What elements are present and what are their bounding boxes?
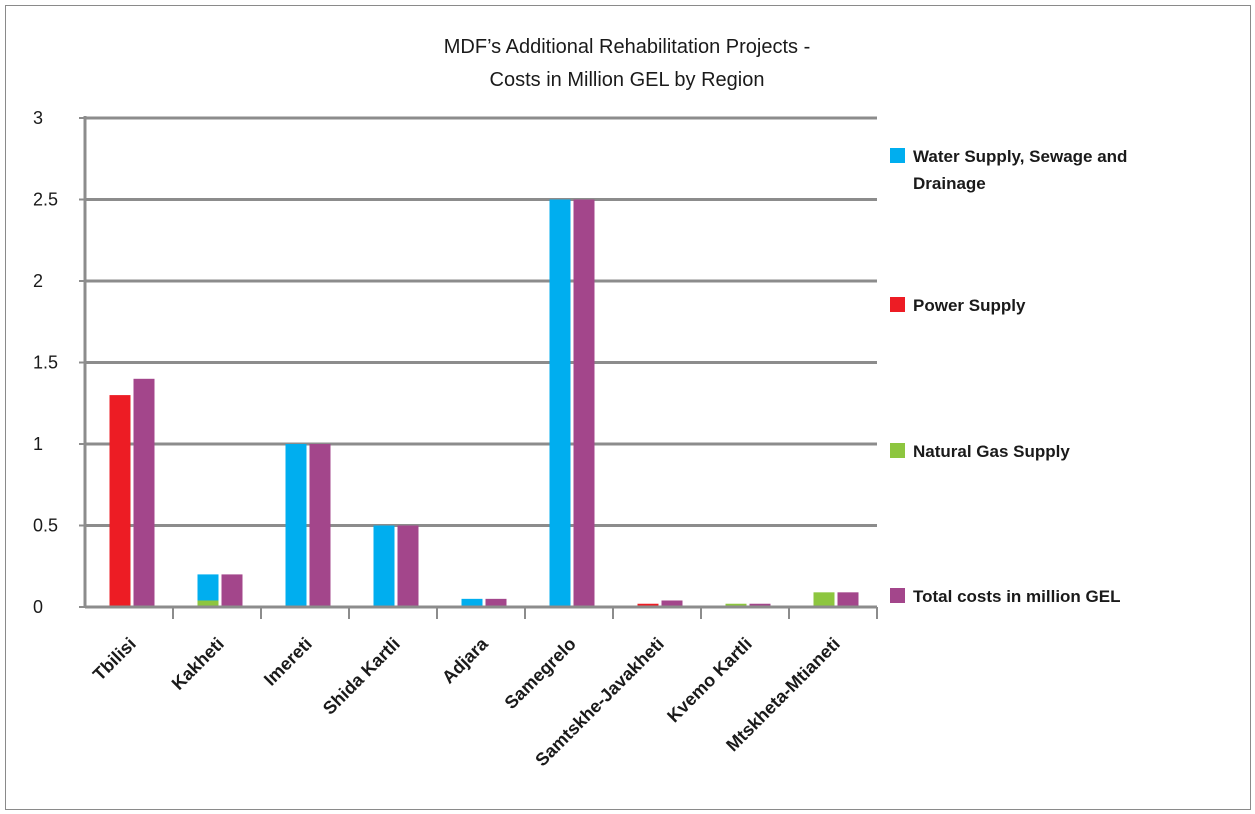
bar xyxy=(661,600,683,607)
bar xyxy=(397,525,419,607)
legend-swatch xyxy=(890,588,905,603)
bar xyxy=(309,444,331,607)
y-tick-label: 3 xyxy=(33,108,43,128)
y-axis: 0 0.5 1 1.5 2 2.5 3 xyxy=(33,108,87,617)
y-tick-label: 2 xyxy=(33,271,43,291)
bar xyxy=(485,598,507,607)
chart-title-line-2: Costs in Million GEL by Region xyxy=(490,69,765,91)
y-tick-label: 0.5 xyxy=(33,516,58,536)
x-tick-label: Tbilisi xyxy=(89,634,140,685)
bar xyxy=(725,603,747,607)
legend: Water Supply, Sewage and Drainage Power Su… xyxy=(890,147,1127,606)
x-tick-label: Samegrelo xyxy=(501,634,580,713)
x-tick-label: Imereti xyxy=(260,634,316,690)
gridlines xyxy=(85,116,877,527)
y-tick-label: 2.5 xyxy=(33,190,58,210)
x-tick-label: Kvemo Kartli xyxy=(663,634,756,727)
bar xyxy=(637,603,659,607)
x-axis: Tbilisi Kakheti Imereti Shida Kartli Adjara S… xyxy=(85,605,878,770)
bars xyxy=(109,199,859,607)
bar xyxy=(813,592,835,607)
x-tick-label: Shida Kartli xyxy=(319,634,404,719)
bar xyxy=(221,574,243,607)
legend-label: Natural Gas Supply xyxy=(913,442,1070,461)
bar xyxy=(749,603,771,607)
legend-label: Total costs in million GEL xyxy=(913,587,1120,606)
bar xyxy=(109,395,131,607)
bar xyxy=(573,199,595,607)
bar xyxy=(837,592,859,607)
y-tick-label: 0 xyxy=(33,597,43,617)
legend-label: Power Supply xyxy=(913,296,1026,315)
bar xyxy=(197,574,219,607)
y-tick-label: 1.5 xyxy=(33,353,58,373)
x-tick-label: Kakheti xyxy=(168,634,228,694)
bar xyxy=(373,525,395,607)
y-tick-label: 1 xyxy=(33,434,43,454)
bar xyxy=(549,199,571,607)
bar xyxy=(197,600,219,607)
legend-label: Water Supply, Sewage and xyxy=(913,147,1127,166)
legend-swatch xyxy=(890,297,905,312)
legend-swatch xyxy=(890,443,905,458)
x-tick-label: Adjara xyxy=(438,633,492,687)
chart-frame xyxy=(5,5,1251,810)
legend-label: Drainage xyxy=(913,174,986,193)
chart-title-line-1: MDF’s Additional Rehabilitation Projects… xyxy=(444,36,810,58)
bar xyxy=(285,444,307,607)
bar xyxy=(133,378,155,607)
legend-swatch xyxy=(890,148,905,163)
bar xyxy=(461,598,483,607)
